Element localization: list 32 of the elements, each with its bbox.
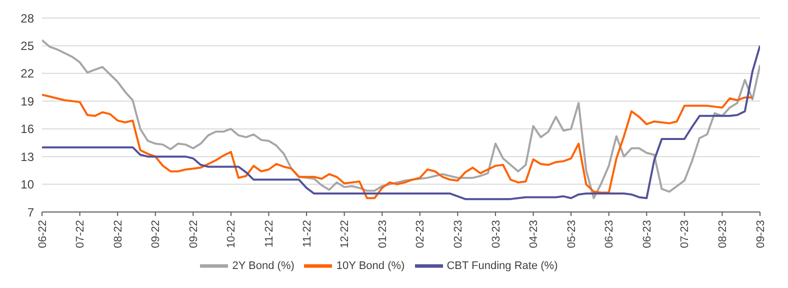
x-tick-label: 06-23	[641, 220, 654, 248]
y-tick-label: 19	[20, 94, 34, 108]
y-tick-label: 16	[20, 122, 34, 136]
x-tick-label: 12-22	[339, 220, 352, 248]
y-tick-label: 28	[20, 11, 34, 26]
y-tick-label: 7	[27, 205, 34, 220]
x-tick-label: 06-22	[36, 220, 49, 248]
x-tick-label: 11-22	[301, 220, 314, 248]
x-tick-label: 09-22	[150, 220, 162, 248]
x-tick-label: 07-22	[74, 220, 87, 248]
legend-label: 2Y Bond (%)	[232, 260, 294, 272]
x-tick-label: 11-22	[264, 220, 276, 248]
x-tick-label: 08-22	[112, 220, 124, 248]
legend-label: CBT Funding Rate (%)	[446, 260, 558, 272]
x-tick-label: 08-23	[717, 220, 730, 248]
x-tick-label: 02-23	[452, 220, 464, 248]
x-tick-label: 10-22	[226, 220, 238, 248]
x-tick-label: 04-23	[528, 220, 540, 248]
legend-label: 10Y Bond (%)	[336, 260, 405, 272]
x-tick-label: 09-22	[188, 220, 200, 248]
x-tick-label: 06-23	[604, 220, 616, 248]
x-tick-label: 03-23	[490, 220, 502, 248]
y-tick-label: 25	[20, 38, 34, 53]
line-series	[42, 94, 754, 200]
y-tick-label: 10	[20, 178, 34, 192]
x-tick-label: 07-23	[679, 220, 692, 248]
x-tick-label: 01-23	[376, 220, 389, 248]
y-tick-label: 13	[20, 150, 34, 164]
y-tick-label: 22	[20, 66, 34, 81]
x-tick-label: 09-23	[754, 220, 767, 248]
x-tick-label: 05-23	[566, 220, 578, 248]
x-tick-label: 02-23	[414, 220, 427, 248]
